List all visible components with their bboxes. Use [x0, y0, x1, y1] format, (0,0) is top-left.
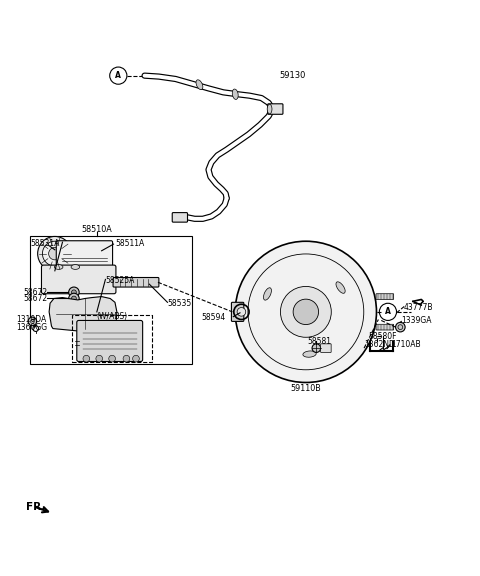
Ellipse shape — [54, 264, 63, 270]
Text: 59110B: 59110B — [290, 384, 321, 393]
FancyBboxPatch shape — [376, 324, 394, 330]
Circle shape — [72, 290, 76, 295]
FancyBboxPatch shape — [376, 294, 394, 300]
Polygon shape — [49, 297, 117, 331]
FancyBboxPatch shape — [268, 104, 283, 114]
Text: 1310DA: 1310DA — [16, 314, 46, 324]
Circle shape — [396, 323, 405, 332]
FancyBboxPatch shape — [321, 344, 331, 353]
Ellipse shape — [71, 264, 80, 270]
FancyBboxPatch shape — [231, 302, 244, 321]
Circle shape — [42, 241, 67, 266]
Bar — [30, 236, 192, 365]
Ellipse shape — [196, 80, 203, 90]
Text: 58594: 58594 — [202, 313, 226, 322]
Text: 58510A: 58510A — [82, 225, 112, 234]
Circle shape — [237, 308, 246, 316]
Text: A: A — [115, 71, 121, 80]
Circle shape — [312, 344, 321, 353]
Circle shape — [123, 355, 130, 362]
Text: 58672: 58672 — [23, 288, 47, 297]
Bar — [72, 315, 152, 362]
Text: 1360GG: 1360GG — [16, 323, 47, 332]
FancyBboxPatch shape — [41, 265, 116, 294]
Circle shape — [280, 286, 331, 338]
Text: 58531A: 58531A — [30, 238, 60, 248]
FancyBboxPatch shape — [172, 213, 188, 222]
Circle shape — [69, 287, 79, 298]
Text: A: A — [385, 308, 391, 316]
Text: 43777B: 43777B — [404, 302, 433, 312]
Text: 58525A: 58525A — [106, 276, 135, 285]
Text: 1362ND: 1362ND — [364, 340, 395, 349]
FancyBboxPatch shape — [77, 320, 143, 362]
Ellipse shape — [267, 104, 272, 114]
FancyBboxPatch shape — [56, 241, 113, 267]
Text: (W/ABS): (W/ABS) — [96, 312, 128, 321]
Circle shape — [69, 293, 79, 304]
Circle shape — [96, 355, 103, 362]
Circle shape — [72, 296, 76, 301]
Ellipse shape — [303, 351, 316, 357]
Text: 58535: 58535 — [168, 299, 192, 308]
Circle shape — [293, 299, 319, 324]
Text: FR.: FR. — [26, 502, 46, 511]
Circle shape — [83, 355, 90, 362]
Text: 58581: 58581 — [308, 337, 332, 346]
Ellipse shape — [264, 288, 271, 300]
Text: 58580F: 58580F — [368, 332, 396, 341]
Circle shape — [235, 241, 376, 382]
Circle shape — [37, 237, 72, 271]
Text: 58511A: 58511A — [115, 238, 144, 248]
Text: 1710AB: 1710AB — [391, 340, 420, 349]
Circle shape — [109, 355, 116, 362]
FancyBboxPatch shape — [113, 278, 159, 287]
Text: 1339GA: 1339GA — [401, 316, 432, 325]
Ellipse shape — [336, 282, 345, 293]
Circle shape — [132, 355, 139, 362]
Text: 58672: 58672 — [23, 294, 47, 303]
Ellipse shape — [232, 89, 238, 100]
Text: 59130: 59130 — [279, 71, 305, 80]
Circle shape — [28, 317, 36, 325]
Circle shape — [48, 248, 61, 260]
